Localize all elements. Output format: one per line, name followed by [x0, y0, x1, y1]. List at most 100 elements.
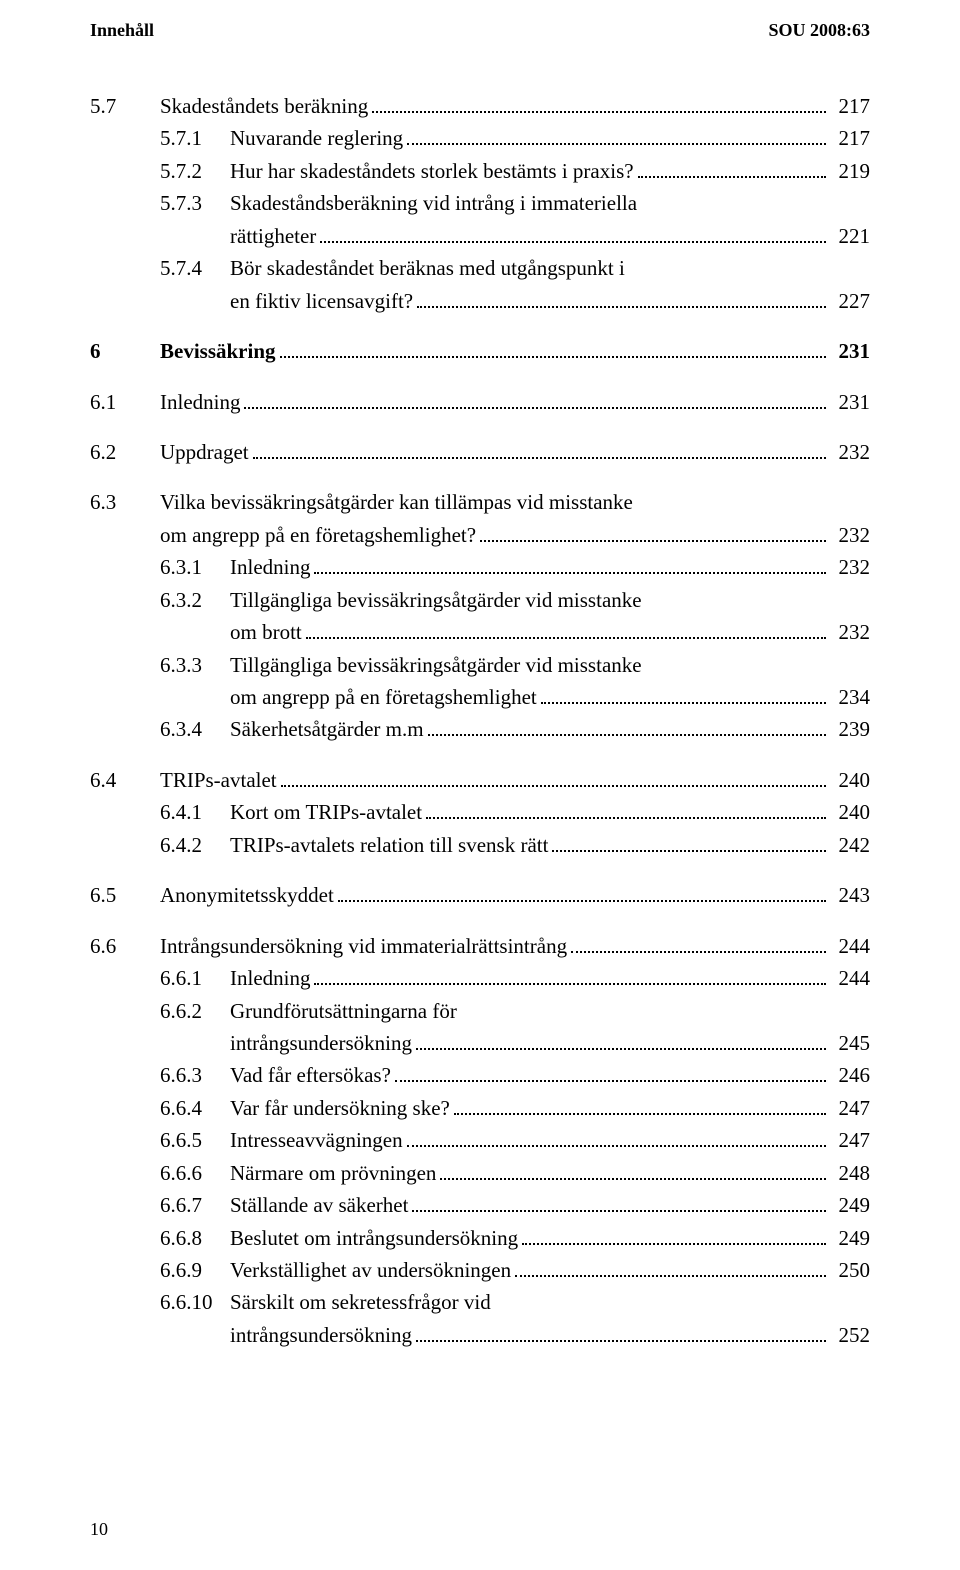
- toc-entry-number: 6.6.5: [160, 1125, 230, 1155]
- toc-entry-number: 6.3.1: [160, 552, 230, 582]
- toc-entry-text: rättigheter: [230, 221, 316, 251]
- page-number: 10: [90, 1519, 108, 1540]
- toc-leader: [417, 287, 826, 308]
- toc-entry-page: 242: [830, 830, 870, 860]
- toc-row: 6.4.2TRIPs-avtalets relation till svensk…: [90, 830, 870, 860]
- toc-leader: [244, 388, 826, 409]
- toc-row: 6.6.9Verkställighet av undersökningen250: [90, 1255, 870, 1285]
- toc-entry-page: 217: [830, 91, 870, 121]
- toc-entries: 5.7Skadeståndets beräkning2175.7.1Nuvara…: [90, 91, 870, 1350]
- toc-row-continuation: om brott 232: [90, 617, 870, 647]
- toc-entry-page: 239: [830, 714, 870, 744]
- toc-row-continuation: rättigheter 221: [90, 221, 870, 251]
- toc-entry-text: Närmare om prövningen: [230, 1158, 436, 1188]
- toc-entry-page: 219: [830, 156, 870, 186]
- toc-entry-page: 232: [830, 552, 870, 582]
- toc-row: 6.6.2Grundförutsättningarna för: [90, 996, 870, 1026]
- toc-entry-text: Intresseavvägningen: [230, 1125, 403, 1155]
- toc-entry-page: 249: [830, 1190, 870, 1220]
- toc-leader: [426, 798, 826, 819]
- toc-entry-page: 221: [830, 221, 870, 251]
- toc-entry-text: Anonymitetsskyddet: [160, 880, 334, 910]
- toc-entry-page: 244: [830, 963, 870, 993]
- toc-row: 6.3.3Tillgängliga bevissäkringsåtgärder …: [90, 650, 870, 680]
- toc-entry-text: TRIPs-avtalet: [160, 765, 277, 795]
- toc-row-continuation: intrångsundersökning252: [90, 1320, 870, 1350]
- toc-leader: [480, 521, 826, 542]
- toc-entry-number: 6.1: [90, 387, 160, 417]
- toc-row-continuation: om angrepp på en företagshemlighet234: [90, 682, 870, 712]
- toc-entry-text: Bevissäkring: [160, 336, 276, 366]
- page-content: Innehåll SOU 2008:63 5.7Skadeståndets be…: [0, 0, 960, 1392]
- toc-entry-text: Kort om TRIPs-avtalet: [230, 797, 422, 827]
- toc-row: 6.3.1Inledning232: [90, 552, 870, 582]
- toc-row: 6.2Uppdraget 232: [90, 437, 870, 467]
- toc-row: 6.6.3Vad får eftersökas?246: [90, 1060, 870, 1090]
- toc-entry-page: 217: [830, 123, 870, 153]
- toc-leader: [638, 157, 826, 178]
- toc-row-continuation: om angrepp på en företagshemlighet?232: [90, 520, 870, 550]
- toc-entry-text: intrångsundersökning: [230, 1320, 412, 1350]
- toc-entry-number: 6.6.3: [160, 1060, 230, 1090]
- toc-entry-page: 232: [830, 617, 870, 647]
- toc-leader: [541, 683, 826, 704]
- toc-row: 6.6.1Inledning244: [90, 963, 870, 993]
- toc-entry-text: Hur har skadeståndets storlek bestämts i…: [230, 156, 634, 186]
- toc-entry-page: 249: [830, 1223, 870, 1253]
- toc-row-continuation: intrångsundersökning245: [90, 1028, 870, 1058]
- toc-entry-text: TRIPs-avtalets relation till svensk rätt: [230, 830, 548, 860]
- toc-row: 6.3Vilka bevissäkringsåtgärder kan tillä…: [90, 487, 870, 517]
- toc-entry-number: 5.7.3: [160, 188, 230, 218]
- toc-leader: [253, 438, 826, 459]
- toc-entry-number: 5.7: [90, 91, 160, 121]
- toc-entry-number: 6.5: [90, 880, 160, 910]
- toc-entry-number: 6.6.9: [160, 1255, 230, 1285]
- toc-row: 6.4.1Kort om TRIPs-avtalet240: [90, 797, 870, 827]
- toc-leader: [314, 553, 826, 574]
- toc-entry-text: intrångsundersökning: [230, 1028, 412, 1058]
- toc-row: 6.6.7Ställande av säkerhet249: [90, 1190, 870, 1220]
- toc-row: 6Bevissäkring231: [90, 336, 870, 366]
- toc-leader: [281, 766, 826, 787]
- toc-row: 5.7Skadeståndets beräkning217: [90, 91, 870, 121]
- toc-row: 5.7.3Skadeståndsberäkning vid intrång i …: [90, 188, 870, 218]
- toc-row: 6.5Anonymitetsskyddet 243: [90, 880, 870, 910]
- toc-entry-page: 248: [830, 1158, 870, 1188]
- toc-entry-text: Beslutet om intrångsundersökning: [230, 1223, 518, 1253]
- toc-entry-number: 6.6.6: [160, 1158, 230, 1188]
- toc-entry-page: 231: [830, 336, 870, 366]
- toc-entry-text: om brott: [230, 617, 302, 647]
- toc-entry-text: Vilka bevissäkringsåtgärder kan tillämpa…: [160, 487, 633, 517]
- toc-entry-text: Tillgängliga bevissäkringsåtgärder vid m…: [230, 585, 642, 615]
- toc-leader: [454, 1094, 826, 1115]
- toc-leader: [428, 716, 826, 737]
- toc-row: 6.6.6Närmare om prövningen 248: [90, 1158, 870, 1188]
- toc-leader: [280, 337, 826, 358]
- toc-entry-page: 243: [830, 880, 870, 910]
- toc-row: 6.6Intrångsundersökning vid immaterialrä…: [90, 931, 870, 961]
- toc-entry-number: 6.4.1: [160, 797, 230, 827]
- toc-row-continuation: en fiktiv licensavgift?227: [90, 286, 870, 316]
- toc-entry-text: Inledning: [160, 387, 240, 417]
- toc-row: 6.6.4Var får undersökning ske?247: [90, 1093, 870, 1123]
- toc-leader: [372, 92, 826, 113]
- toc-entry-number: 6.6.7: [160, 1190, 230, 1220]
- toc-entry-page: 227: [830, 286, 870, 316]
- toc-leader: [306, 618, 826, 639]
- toc-row: 6.6.5Intresseavvägningen247: [90, 1125, 870, 1155]
- toc-entry-page: 247: [830, 1093, 870, 1123]
- toc-entry-number: 6.6.10: [160, 1287, 230, 1317]
- toc-entry-number: 6.2: [90, 437, 160, 467]
- toc-entry-number: 5.7.4: [160, 253, 230, 283]
- toc-row: 6.3.4Säkerhetsåtgärder m.m239: [90, 714, 870, 744]
- toc-row: 6.4TRIPs-avtalet240: [90, 765, 870, 795]
- toc-entry-text: Uppdraget: [160, 437, 249, 467]
- toc-leader: [522, 1224, 826, 1245]
- toc-entry-page: 232: [830, 437, 870, 467]
- toc-entry-text: Särskilt om sekretessfrågor vid: [230, 1287, 491, 1317]
- toc-row: 6.3.2Tillgängliga bevissäkringsåtgärder …: [90, 585, 870, 615]
- toc-row: 6.6.8Beslutet om intrångsundersökning249: [90, 1223, 870, 1253]
- header-left: Innehåll: [90, 20, 154, 41]
- toc-entry-text: Vad får eftersökas?: [230, 1060, 391, 1090]
- toc-entry-number: 6.6.2: [160, 996, 230, 1026]
